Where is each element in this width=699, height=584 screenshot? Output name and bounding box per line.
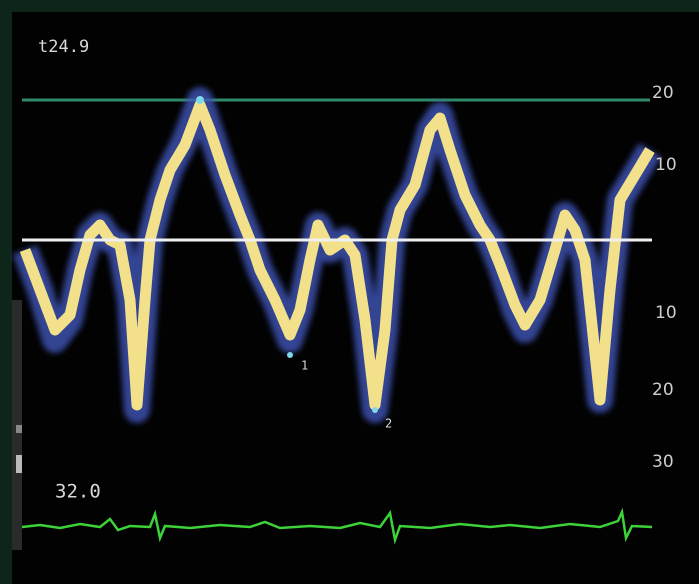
scale-label: 10 bbox=[655, 155, 677, 175]
scale-label: 20 bbox=[652, 83, 674, 103]
scale-label: 30 bbox=[652, 452, 674, 472]
velocity-scale: t24.9 bbox=[38, 37, 89, 57]
marker-dot bbox=[287, 352, 293, 358]
doppler-display: 1 2 t24.9 32.0 20 10 10 20 30 bbox=[0, 0, 699, 584]
marker-dot bbox=[372, 407, 378, 413]
left-marker bbox=[16, 425, 22, 433]
marker-label: 2 bbox=[385, 417, 392, 431]
page: 1 2 t24.9 32.0 20 10 10 20 30 (() => { c… bbox=[0, 0, 699, 584]
peak-dot bbox=[196, 96, 204, 104]
heart-rate: 32.0 bbox=[55, 481, 101, 503]
left-marker bbox=[16, 455, 22, 473]
scale-label: 20 bbox=[652, 380, 674, 400]
marker-label: 1 bbox=[301, 359, 308, 373]
scale-label: 10 bbox=[655, 303, 677, 323]
